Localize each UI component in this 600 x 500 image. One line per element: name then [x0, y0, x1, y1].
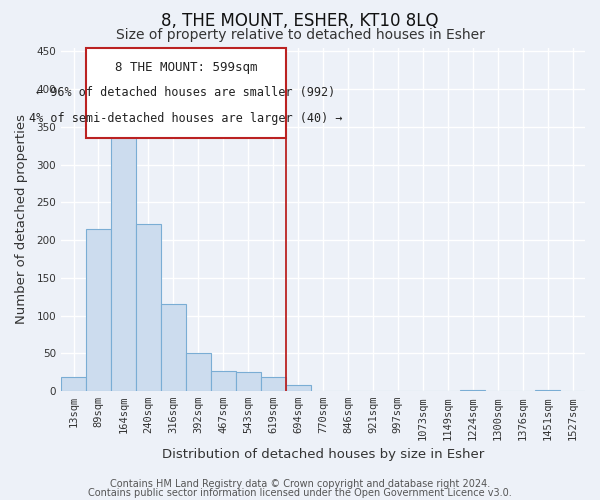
- Text: 8 THE MOUNT: 599sqm: 8 THE MOUNT: 599sqm: [115, 61, 257, 74]
- Bar: [236, 372, 260, 391]
- X-axis label: Distribution of detached houses by size in Esher: Distribution of detached houses by size …: [162, 448, 484, 461]
- Text: Contains HM Land Registry data © Crown copyright and database right 2024.: Contains HM Land Registry data © Crown c…: [110, 479, 490, 489]
- Bar: [136, 224, 161, 391]
- Bar: [111, 134, 136, 391]
- Bar: [260, 376, 286, 391]
- Bar: [186, 352, 211, 391]
- Text: Contains public sector information licensed under the Open Government Licence v3: Contains public sector information licen…: [88, 488, 512, 498]
- Bar: [61, 378, 86, 391]
- Bar: [535, 390, 560, 391]
- Bar: [161, 304, 186, 391]
- Text: 4% of semi-detached houses are larger (40) →: 4% of semi-detached houses are larger (4…: [29, 112, 343, 124]
- Text: ← 96% of detached houses are smaller (992): ← 96% of detached houses are smaller (99…: [36, 86, 335, 100]
- Bar: [86, 48, 286, 138]
- Text: 8, THE MOUNT, ESHER, KT10 8LQ: 8, THE MOUNT, ESHER, KT10 8LQ: [161, 12, 439, 30]
- Bar: [460, 390, 485, 391]
- Bar: [86, 230, 111, 391]
- Bar: [211, 372, 236, 391]
- Text: Size of property relative to detached houses in Esher: Size of property relative to detached ho…: [116, 28, 484, 42]
- Bar: [286, 385, 311, 391]
- Y-axis label: Number of detached properties: Number of detached properties: [15, 114, 28, 324]
